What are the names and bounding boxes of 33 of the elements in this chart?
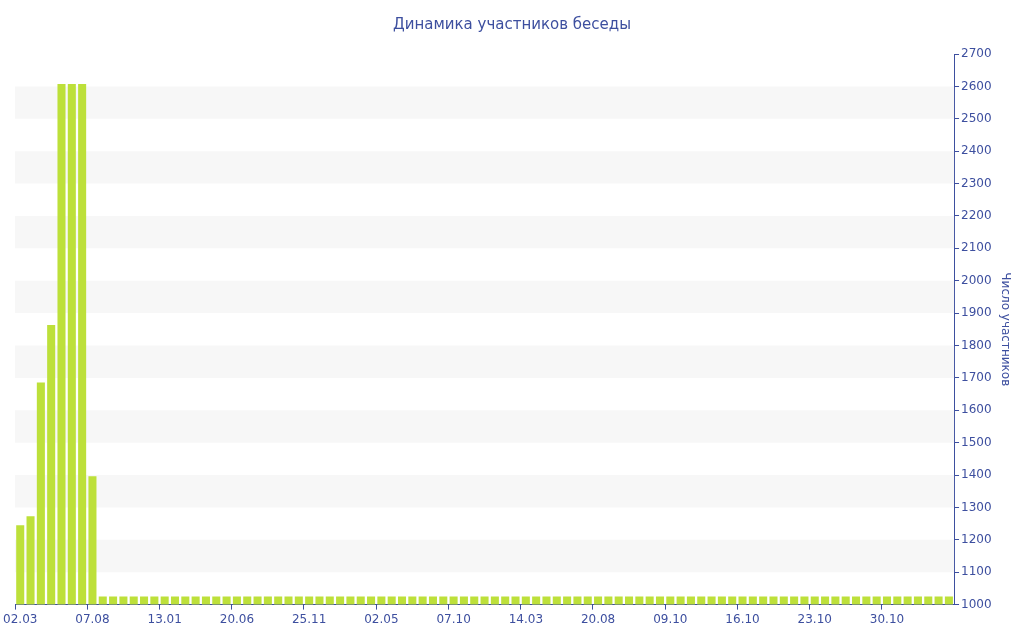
x-tick-label: 20.06	[219, 611, 255, 626]
x-tick-label: 07.10	[436, 611, 471, 626]
y-tick-label: 2500	[961, 110, 992, 125]
x-tick-label: 09.10	[653, 611, 688, 626]
y-tick-label: 1300	[961, 499, 992, 514]
y-tick-label: 2200	[961, 208, 992, 223]
y-tick-label: 1000	[961, 596, 992, 611]
y-tick-label: 1400	[961, 467, 992, 482]
x-tick-label: 20.08	[580, 611, 616, 626]
x-tick-label: 02.05	[364, 611, 399, 626]
y-tick-label: 1900	[961, 305, 992, 320]
y-tick-label: 2000	[961, 272, 992, 287]
x-tick-label: 23.10	[797, 611, 832, 626]
x-tick-label: 25.11	[291, 611, 327, 626]
y-tick-label: 1800	[961, 337, 992, 352]
y-tick-label: 2600	[961, 78, 992, 93]
y-tick-label: 1200	[961, 531, 992, 546]
y-tick-label: 2400	[961, 143, 992, 158]
y-tick-label: 1500	[961, 434, 992, 449]
y-tick-label: 2700	[961, 46, 992, 61]
x-tick-label: 30.10	[869, 611, 905, 626]
y-tick-label: 2300	[961, 175, 992, 190]
y-axis-title: Число участников	[998, 272, 1013, 387]
x-tick-label: 02.03	[3, 611, 38, 626]
y-tick-label: 1100	[961, 564, 992, 579]
x-tick-label: 14.03	[508, 611, 544, 626]
x-tick-label: 16.10	[725, 611, 760, 626]
y-tick-label: 1600	[961, 402, 992, 417]
chart-title: Динамика участников беседы	[392, 14, 632, 33]
x-tick-label: 07.08	[75, 611, 110, 626]
y-tick-label: 2100	[961, 240, 992, 255]
x-tick-label: 13.01	[147, 611, 182, 626]
y-tick-label: 1700	[961, 370, 992, 385]
